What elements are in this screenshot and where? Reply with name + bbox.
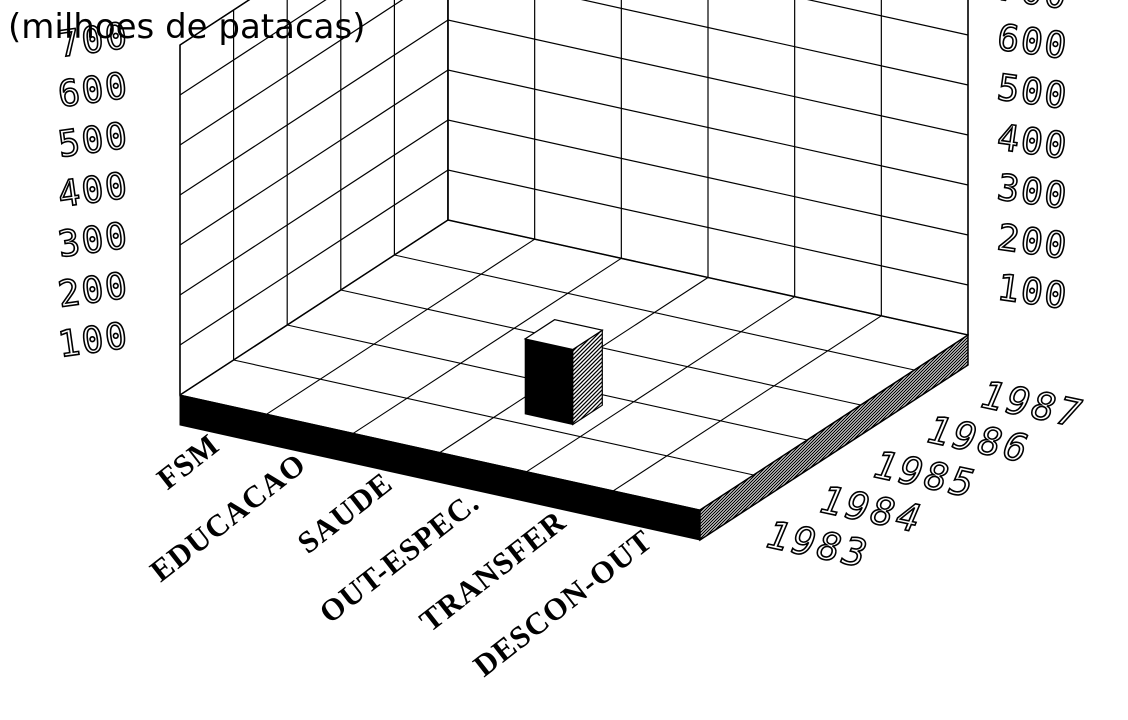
ytick-label-right: 500 (995, 67, 1071, 117)
bar-front (524, 338, 574, 426)
chart-grid (179, 0, 969, 397)
chart-bars (523, 319, 604, 426)
ytick-label-left: 700 (56, 15, 132, 65)
ytick-label-right: 300 (995, 167, 1071, 217)
floor-line (613, 315, 882, 492)
bar (523, 319, 604, 426)
category-label: FSM (150, 427, 225, 497)
ytick-label-right: 400 (995, 117, 1071, 167)
category-label: SAUDE (291, 465, 399, 560)
gridline-h (179, 0, 969, 96)
ytick-label-left: 500 (56, 115, 132, 165)
ytick-label-right: 100 (995, 267, 1071, 317)
unit-label: (milhoes de patacas) (8, 7, 365, 47)
left-wall (179, 0, 449, 397)
ytick-label-left: 300 (56, 215, 132, 265)
ytick-label-left: 600 (56, 65, 132, 115)
floor-line (179, 219, 449, 396)
floor-line (353, 257, 622, 434)
floor-line (266, 238, 535, 415)
ytick-label-right: 200 (995, 217, 1071, 267)
floor-line (526, 296, 795, 473)
ytick-label-right: 700 (995, 0, 1071, 18)
ytick-label-left: 400 (56, 165, 132, 215)
ytick-label-left: 100 (56, 315, 132, 365)
floor-side-edge (699, 333, 969, 542)
bar-top (523, 319, 604, 351)
ytick-label-left: 200 (56, 265, 132, 315)
ytick-label-right: 600 (995, 17, 1071, 67)
